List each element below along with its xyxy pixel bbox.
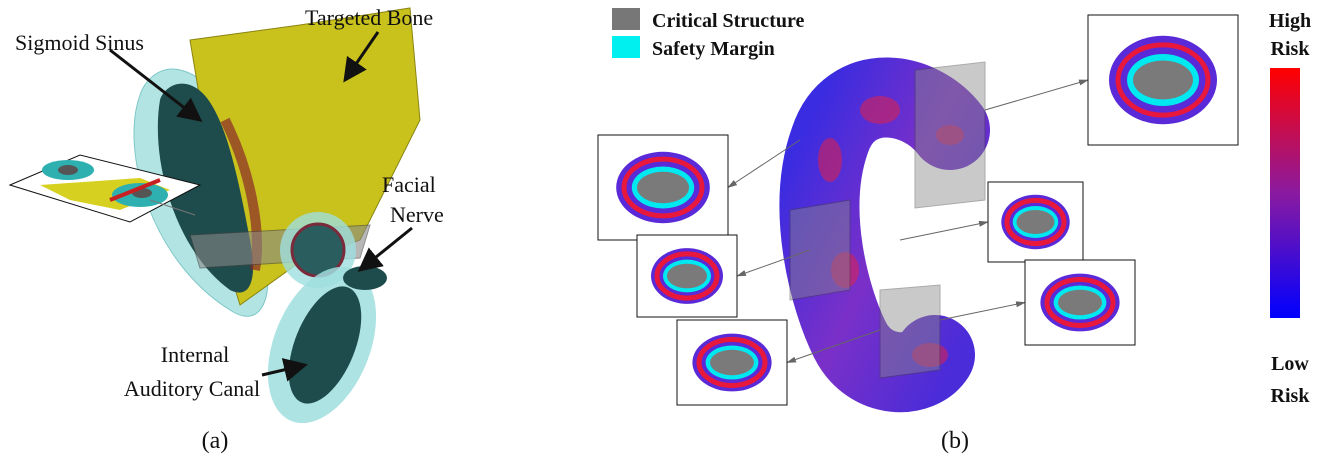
legend-label: Critical Structure <box>652 10 804 32</box>
slice-structure <box>667 264 707 289</box>
panel-b: Critical Structure Safety Margin High Ri… <box>598 8 1311 454</box>
legend-swatch <box>612 36 640 58</box>
legend-label: Safety Margin <box>652 38 775 60</box>
caption: (b) <box>941 428 969 454</box>
label: Targeted Bone <box>305 5 433 30</box>
caption: (a) <box>202 428 229 454</box>
colorbar-label: Low <box>1271 353 1309 375</box>
arrow <box>985 80 1088 110</box>
figure: Targeted Bone Sigmoid Sinus Facial Nerve… <box>0 0 1331 468</box>
slice-structure <box>1133 61 1193 100</box>
slice-structure <box>1017 210 1055 234</box>
panel-a: Targeted Bone Sigmoid Sinus Facial Nerve… <box>10 5 444 454</box>
slice-structure <box>1058 290 1102 316</box>
slice-structure <box>637 172 689 204</box>
slice-structure <box>710 350 754 376</box>
label: Internal <box>161 342 229 367</box>
arrow <box>940 303 1025 321</box>
colorbar-label: High <box>1269 10 1311 32</box>
label: Nerve <box>390 202 444 227</box>
label: Sigmoid Sinus <box>15 30 144 55</box>
colorbar-label: Risk <box>1271 38 1311 60</box>
arrow <box>900 222 988 240</box>
label: Auditory Canal <box>124 376 260 401</box>
colorbar <box>1270 68 1300 318</box>
legend-swatch <box>612 8 640 30</box>
colorbar-label: Risk <box>1271 385 1311 407</box>
label: Facial <box>382 172 436 197</box>
